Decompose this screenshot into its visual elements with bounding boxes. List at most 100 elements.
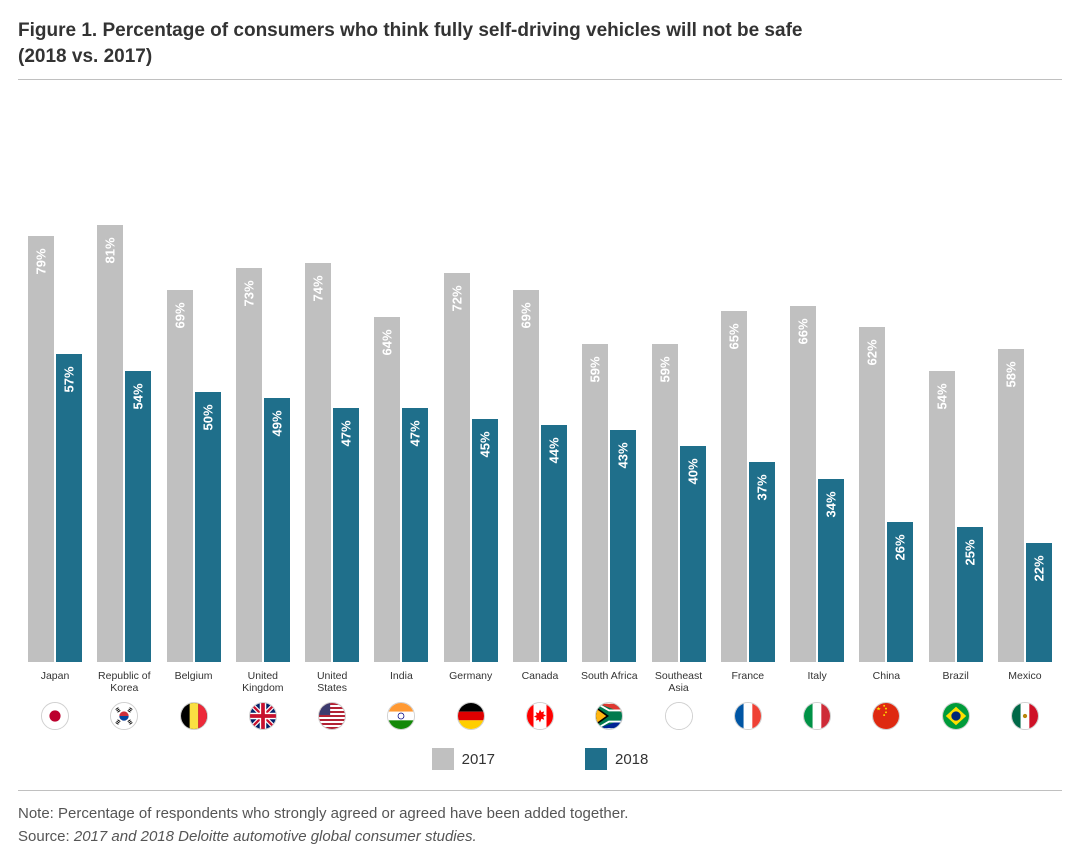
bar-2017: 58% bbox=[998, 349, 1024, 662]
bar-label-2018: 49% bbox=[269, 410, 284, 436]
japan-flag-icon bbox=[41, 702, 69, 730]
bar-group: 66%34% bbox=[786, 306, 848, 662]
bar-label-2017: 73% bbox=[241, 281, 256, 307]
country-labels-row: JapanRepublic of KoreaBelgiumUnited King… bbox=[18, 662, 1062, 696]
flag-cell bbox=[232, 702, 294, 730]
legend-2017: 2017 bbox=[432, 748, 495, 770]
bar-group: 69% 50% bbox=[163, 290, 225, 663]
bar-2018: 44% bbox=[541, 425, 567, 663]
flag-cell bbox=[786, 702, 848, 730]
bar-2018: 50% bbox=[195, 392, 221, 662]
bar-label-2018: 47% bbox=[408, 421, 423, 447]
bar-2017: 64% bbox=[374, 317, 400, 663]
note-text: Note: Percentage of respondents who stro… bbox=[18, 803, 1062, 826]
country-label: South Africa bbox=[578, 670, 640, 696]
bar-2018: 54% bbox=[125, 371, 151, 663]
usa-flag-icon bbox=[318, 702, 346, 730]
flag-cell bbox=[93, 702, 155, 730]
bar-2018: 22% bbox=[1026, 543, 1052, 662]
flag-cell bbox=[994, 702, 1056, 730]
bar-group: 69% 44% bbox=[509, 290, 571, 663]
italy-flag-icon bbox=[803, 702, 831, 730]
bar-group: 74%47% bbox=[301, 263, 363, 663]
bar-label-2017: 59% bbox=[657, 356, 672, 382]
bar-label-2017: 72% bbox=[449, 286, 464, 312]
flag-cell bbox=[509, 702, 571, 730]
legend-label-2018: 2018 bbox=[615, 751, 648, 768]
bars-row: 79% 57% 81% 54% 69% 50% 73% 49% 74%47% 64% 47% 72% 4… bbox=[18, 102, 1062, 662]
bar-2018: 34% bbox=[818, 479, 844, 663]
bar-2017: 59% bbox=[582, 344, 608, 663]
bar-2017: 81% bbox=[97, 225, 123, 662]
bar-label-2018: 37% bbox=[754, 475, 769, 501]
chart-area: 79% 57% 81% 54% 69% 50% 73% 49% 74%47% 64% 47% 72% 4… bbox=[18, 102, 1062, 662]
canada-flag-icon bbox=[526, 702, 554, 730]
bar-2017: 73% bbox=[236, 268, 262, 662]
bar-2018: 57% bbox=[56, 354, 82, 662]
country-label: Republic of Korea bbox=[93, 670, 155, 696]
france-flag-icon bbox=[734, 702, 762, 730]
bar-group: 54% 25% bbox=[925, 371, 987, 663]
country-label: Canada bbox=[509, 670, 571, 696]
country-label: Brazil bbox=[925, 670, 987, 696]
bar-2018: 47% bbox=[402, 408, 428, 662]
flag-cell bbox=[24, 702, 86, 730]
bar-label-2018: 50% bbox=[200, 405, 215, 431]
bar-2018: 45% bbox=[472, 419, 498, 662]
bar-group: 79% 57% bbox=[24, 236, 86, 663]
country-label: Belgium bbox=[163, 670, 225, 696]
bar-label-2018: 40% bbox=[685, 459, 700, 485]
country-label: Southeast Asia bbox=[648, 670, 710, 696]
bar-group: 64% 47% bbox=[370, 317, 432, 663]
bar-label-2018: 57% bbox=[62, 367, 77, 393]
bar-2017: 79% bbox=[28, 236, 54, 663]
korea-flag-icon bbox=[110, 702, 138, 730]
bar-label-2017: 62% bbox=[865, 340, 880, 366]
bar-2018: 25% bbox=[957, 527, 983, 662]
title-line1: Figure 1. Percentage of consumers who th… bbox=[18, 20, 802, 41]
brazil-flag-icon bbox=[942, 702, 970, 730]
bar-2017: 65% bbox=[721, 311, 747, 662]
bar-group: 65% 37% bbox=[717, 311, 779, 662]
india-flag-icon bbox=[387, 702, 415, 730]
source-text: 2017 and 2018 Deloitte automotive global… bbox=[74, 828, 477, 845]
country-label: Italy bbox=[786, 670, 848, 696]
bar-label-2017: 74% bbox=[311, 275, 326, 301]
legend-label-2017: 2017 bbox=[462, 751, 495, 768]
bar-group: 59%43% bbox=[578, 344, 640, 663]
bar-group: 72% 45% bbox=[440, 273, 502, 662]
flags-row bbox=[18, 696, 1062, 730]
bar-2018: 40% bbox=[680, 446, 706, 662]
flag-cell bbox=[370, 702, 432, 730]
bar-label-2017: 58% bbox=[1003, 362, 1018, 388]
chart-title: Figure 1. Percentage of consumers who th… bbox=[18, 18, 1062, 80]
bar-2017: 74% bbox=[305, 263, 331, 663]
footer: Note: Percentage of respondents who stro… bbox=[18, 790, 1062, 848]
country-label: Japan bbox=[24, 670, 86, 696]
bar-2017: 54% bbox=[929, 371, 955, 663]
country-label: Mexico bbox=[994, 670, 1056, 696]
bar-2018: 49% bbox=[264, 398, 290, 663]
flag-cell bbox=[578, 702, 640, 730]
country-label: France bbox=[717, 670, 779, 696]
uk-flag-icon bbox=[249, 702, 277, 730]
country-label: Germany bbox=[440, 670, 502, 696]
flag-cell bbox=[301, 702, 363, 730]
flag-cell bbox=[855, 702, 917, 730]
bar-label-2017: 65% bbox=[726, 324, 741, 350]
bar-label-2018: 54% bbox=[131, 383, 146, 409]
bar-label-2018: 22% bbox=[1031, 556, 1046, 582]
legend-swatch-2017 bbox=[432, 748, 454, 770]
bar-2017: 69% bbox=[167, 290, 193, 663]
bar-group: 59% 40% bbox=[648, 344, 710, 663]
bar-label-2017: 81% bbox=[103, 237, 118, 263]
germany-flag-icon bbox=[457, 702, 485, 730]
bar-2018: 26% bbox=[887, 522, 913, 662]
mexico-flag-icon bbox=[1011, 702, 1039, 730]
bar-label-2017: 59% bbox=[588, 356, 603, 382]
flag-cell bbox=[648, 702, 710, 730]
bar-label-2018: 25% bbox=[962, 540, 977, 566]
bar-label-2017: 69% bbox=[518, 302, 533, 328]
flag-cell bbox=[440, 702, 502, 730]
bar-group: 73% 49% bbox=[232, 268, 294, 662]
